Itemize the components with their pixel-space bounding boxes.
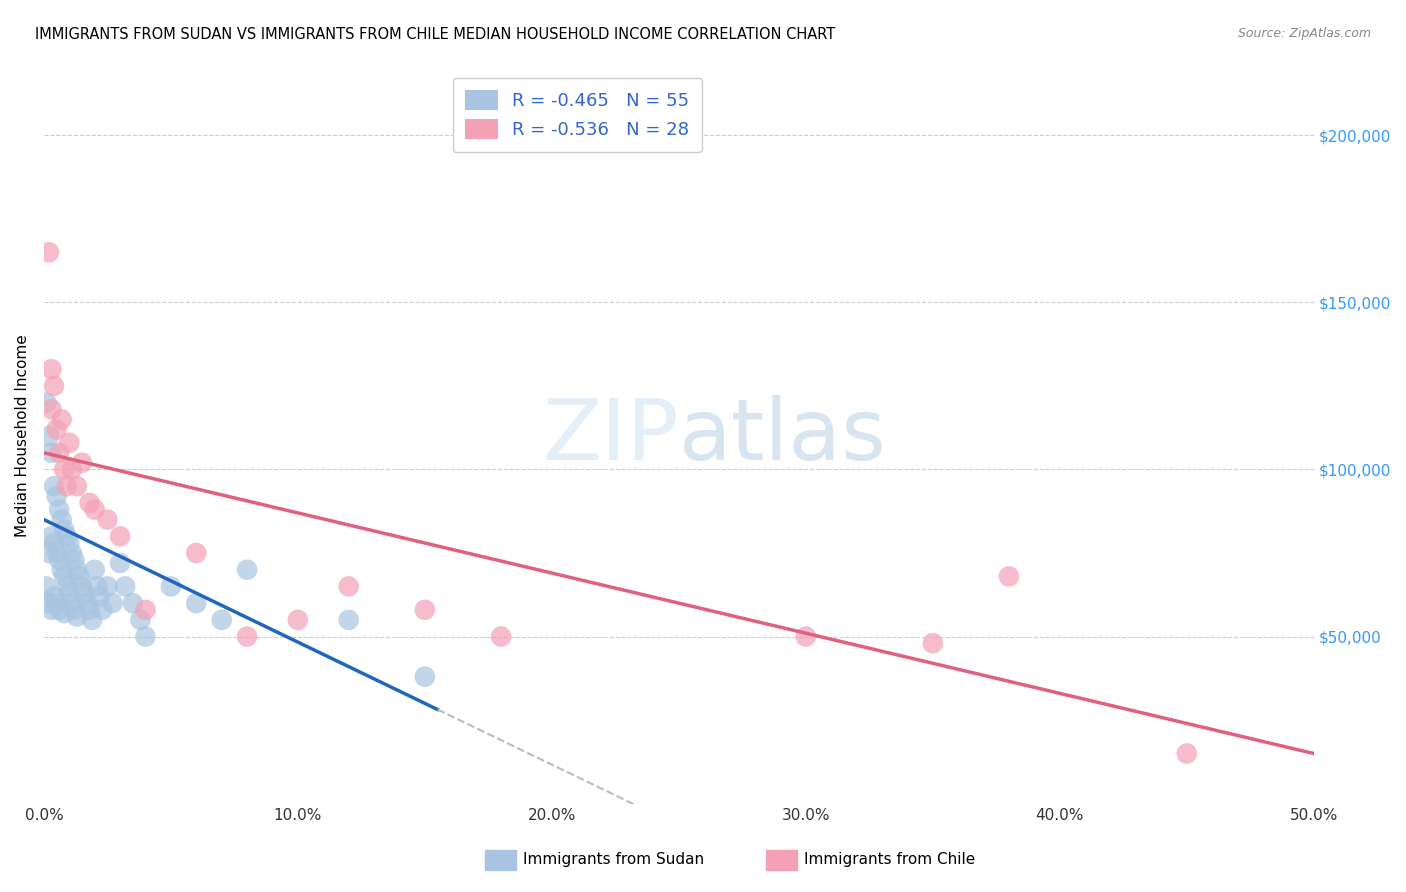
Point [998, 569, 1021, 583]
Point [38, 546, 60, 560]
Point [96, 579, 118, 593]
Point [108, 556, 131, 570]
Point [53, 606, 76, 620]
Point [211, 613, 233, 627]
Point [60, 546, 83, 560]
Point [53, 569, 76, 583]
Point [186, 596, 208, 610]
Text: IMMIGRANTS FROM SUDAN VS IMMIGRANTS FROM CHILE MEDIAN HOUSEHOLD INCOME CORRELATI: IMMIGRANTS FROM SUDAN VS IMMIGRANTS FROM… [35, 27, 835, 42]
Point [48, 502, 70, 516]
Point [42, 479, 65, 493]
Point [42, 536, 65, 550]
Point [55, 479, 77, 493]
Point [337, 579, 360, 593]
Point [69, 569, 91, 583]
Point [66, 563, 89, 577]
Point [58, 536, 80, 550]
Point [41, 402, 63, 417]
Point [66, 479, 89, 493]
Point [41, 362, 63, 376]
Point [38, 596, 60, 610]
Point [337, 613, 360, 627]
Point [160, 579, 183, 593]
Point [45, 489, 67, 503]
Point [794, 630, 817, 644]
Point [38, 429, 60, 443]
Point [38, 245, 60, 260]
Point [41, 446, 63, 460]
Point [51, 412, 73, 426]
Point [236, 630, 259, 644]
Point [35, 395, 58, 409]
Point [58, 435, 80, 450]
Point [79, 496, 101, 510]
Point [121, 596, 143, 610]
Point [51, 513, 73, 527]
Text: ZIP: ZIP [543, 394, 679, 477]
Point [45, 596, 67, 610]
Point [1175, 747, 1198, 761]
Point [134, 630, 156, 644]
Point [83, 563, 105, 577]
Point [96, 513, 118, 527]
Point [489, 630, 512, 644]
Point [114, 579, 136, 593]
Text: Immigrants from Chile: Immigrants from Chile [804, 853, 976, 867]
Point [70, 579, 93, 593]
Point [186, 546, 208, 560]
Point [41, 529, 63, 543]
Point [45, 546, 67, 560]
Point [42, 590, 65, 604]
Point [48, 603, 70, 617]
Point [53, 462, 76, 476]
Point [921, 636, 943, 650]
Point [73, 586, 96, 600]
Y-axis label: Median Household Income: Median Household Income [15, 334, 30, 538]
Point [236, 563, 259, 577]
Point [108, 529, 131, 543]
Point [63, 603, 86, 617]
Text: Source: ZipAtlas.com: Source: ZipAtlas.com [1237, 27, 1371, 40]
Point [58, 586, 80, 600]
Point [35, 579, 58, 593]
Point [86, 579, 108, 593]
Point [287, 613, 309, 627]
Point [60, 462, 83, 476]
Point [129, 613, 152, 627]
Text: Immigrants from Sudan: Immigrants from Sudan [523, 853, 704, 867]
Point [53, 523, 76, 537]
Point [101, 596, 124, 610]
Point [70, 456, 93, 470]
Point [45, 422, 67, 436]
Point [55, 529, 77, 543]
Point [60, 596, 83, 610]
Point [48, 446, 70, 460]
Point [82, 613, 104, 627]
Point [79, 603, 101, 617]
Point [55, 579, 77, 593]
Point [41, 603, 63, 617]
Point [48, 552, 70, 566]
Legend: R = -0.465   N = 55, R = -0.536   N = 28: R = -0.465 N = 55, R = -0.536 N = 28 [453, 78, 702, 152]
Point [134, 603, 156, 617]
Point [63, 552, 86, 566]
Point [83, 502, 105, 516]
Text: atlas: atlas [679, 394, 887, 477]
Point [51, 563, 73, 577]
Point [413, 670, 436, 684]
Point [89, 590, 111, 604]
Point [42, 379, 65, 393]
Point [66, 609, 89, 624]
Point [91, 603, 114, 617]
Point [76, 596, 98, 610]
Point [413, 603, 436, 617]
